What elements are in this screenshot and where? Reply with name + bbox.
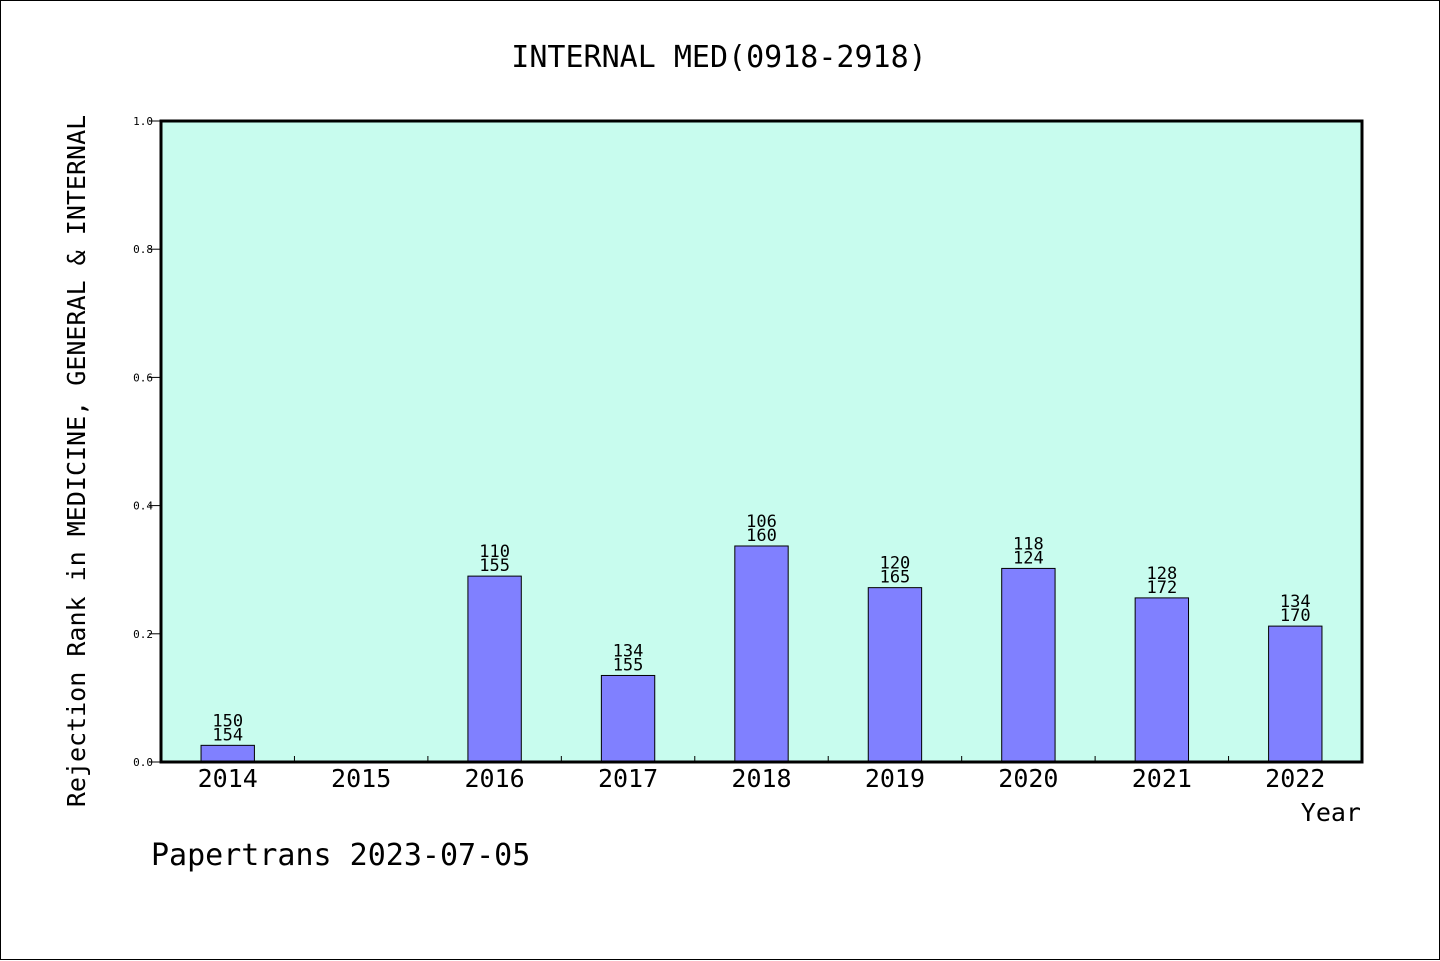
y-tick-label: 0.2	[133, 628, 153, 641]
x-axis-ticks: 2014 2015 2016 2017 2018 2019 2020 2021 2022	[198, 756, 1325, 793]
x-tick-label: 2021	[1132, 764, 1192, 793]
footer-credit: Papertrans 2023-07-05	[151, 838, 530, 873]
bar-label-bottom: 124	[1013, 548, 1044, 568]
bar-label-top: 150	[212, 711, 243, 731]
x-tick-label: 2020	[998, 764, 1058, 793]
bar-2019	[867, 587, 923, 763]
bar-label-bottom: 160	[746, 526, 777, 546]
y-axis-label: Rejection Rank in MEDICINE, GENERAL & IN…	[62, 115, 91, 807]
bar-label-top: 110	[479, 542, 510, 562]
y-tick-label: 0.6	[133, 371, 153, 384]
bar-label-top: 128	[1146, 564, 1177, 584]
bar-2018	[734, 545, 789, 763]
bar-label-bottom: 155	[479, 556, 510, 576]
bar-label-top: 120	[880, 554, 911, 574]
bar-label-top: 106	[746, 512, 777, 532]
bar-label-bottom: 172	[1146, 578, 1177, 598]
y-axis-ticks: 0.0 0.2 0.4 0.6 0.8 1.0	[133, 115, 161, 769]
x-tick-label: 2017	[598, 764, 658, 793]
y-tick-label: 0.8	[133, 243, 153, 256]
plot-border	[159, 119, 1364, 764]
bar-2021	[1134, 597, 1190, 763]
bar-label-bottom: 165	[880, 568, 911, 588]
bar-label-bottom: 170	[1280, 606, 1311, 626]
bar-label-bottom: 155	[613, 655, 644, 675]
bar-label-top: 118	[1013, 534, 1044, 554]
bar-2020	[1001, 567, 1056, 763]
bar-label-top: 134	[1280, 592, 1311, 612]
bars-layer	[200, 545, 1323, 763]
chart-title: INTERNAL MED(0918-2918)	[511, 40, 926, 75]
x-tick-label: 2019	[865, 764, 925, 793]
bar-2017	[600, 674, 656, 763]
bar-label-bottom: 154	[212, 725, 243, 745]
x-tick-label: 2015	[331, 764, 391, 793]
bar-2016	[467, 575, 522, 763]
y-tick-label: 1.0	[133, 115, 153, 128]
x-tick-label: 2022	[1265, 764, 1325, 793]
x-tick-label: 2014	[198, 764, 258, 793]
x-tick-label: 2018	[731, 764, 791, 793]
x-axis-label: Year	[1301, 798, 1361, 827]
y-tick-label: 0.0	[133, 756, 153, 769]
bar-2022	[1268, 625, 1323, 763]
y-tick-label: 0.4	[133, 500, 153, 513]
x-tick-label: 2016	[465, 764, 525, 793]
bar-label-top: 134	[613, 641, 644, 661]
bar-2014	[200, 744, 255, 763]
